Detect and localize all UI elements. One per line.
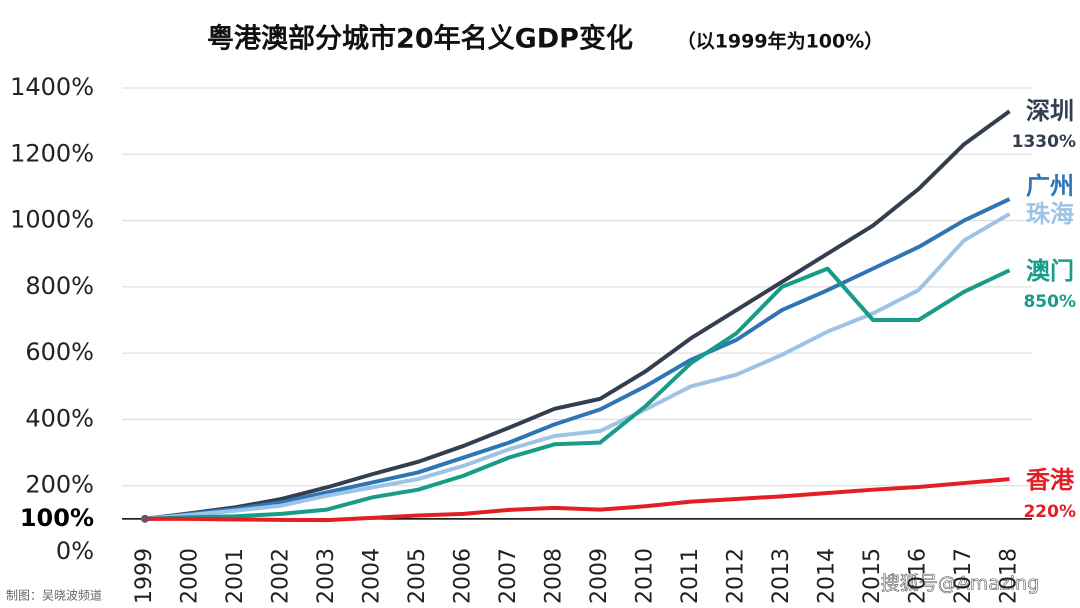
end-label: 1330% [1012, 132, 1076, 152]
x-tick-label: 2015 [860, 548, 885, 604]
series-line [144, 266, 1011, 521]
x-tick-label: 2006 [451, 548, 476, 604]
x-tick-label: 2016 [906, 548, 931, 604]
x-tick-label: 2014 [815, 548, 840, 604]
y-tick-label: 200% [25, 471, 94, 499]
x-tick-label: 2003 [314, 548, 339, 604]
x-tick-label: 2004 [360, 548, 385, 604]
series-name: 广州 [1026, 172, 1074, 200]
x-tick-label: 2000 [178, 548, 203, 604]
series-line [144, 212, 1011, 521]
series-line [145, 477, 1010, 523]
series-name: 澳门 [1026, 257, 1074, 285]
y-tick-label: 600% [25, 338, 94, 366]
y-tick-label: 1200% [10, 139, 94, 167]
chart-subtitle: （以1999年为100%） [677, 30, 884, 53]
x-tick-label: 2001 [223, 548, 248, 604]
baseline-label: 100% [20, 504, 94, 532]
y-tick-label: 1400% [10, 73, 94, 101]
x-tick-label: 2009 [587, 548, 612, 604]
watermark: 搜狐号@Amazing [881, 573, 1040, 595]
y-tick-label: 400% [25, 404, 94, 432]
series-name: 深圳 [1026, 97, 1074, 125]
series-line [144, 109, 1011, 521]
series-line [144, 197, 1011, 521]
credit: 制图：吴晓波频道 [6, 589, 102, 603]
end-label: 220% [1023, 502, 1076, 522]
x-tick-label: 2008 [542, 548, 567, 604]
x-tick-label: 2011 [678, 548, 703, 604]
x-tick-label: 2013 [769, 548, 794, 604]
x-tick-label: 2017 [951, 548, 976, 604]
x-tick-label: 2007 [496, 548, 521, 604]
y-tick-label: 1000% [10, 206, 94, 234]
x-tick-label: 1999 [132, 548, 157, 604]
end-label: 850% [1023, 292, 1076, 312]
series-name: 珠海 [1026, 200, 1074, 228]
chart-title: 粤港澳部分城市20年名义GDP变化 [207, 23, 633, 55]
series-name: 香港 [1026, 466, 1075, 494]
x-tick-label: 2018 [997, 548, 1022, 604]
x-tick-label: 2012 [724, 548, 749, 604]
x-tick-label: 2002 [269, 548, 294, 604]
start-dot [141, 514, 149, 523]
x-tick-label: 2010 [633, 548, 658, 604]
y-tick-label: 0% [56, 537, 94, 565]
y-tick-label: 800% [25, 272, 94, 300]
x-tick-label: 2005 [405, 548, 430, 604]
